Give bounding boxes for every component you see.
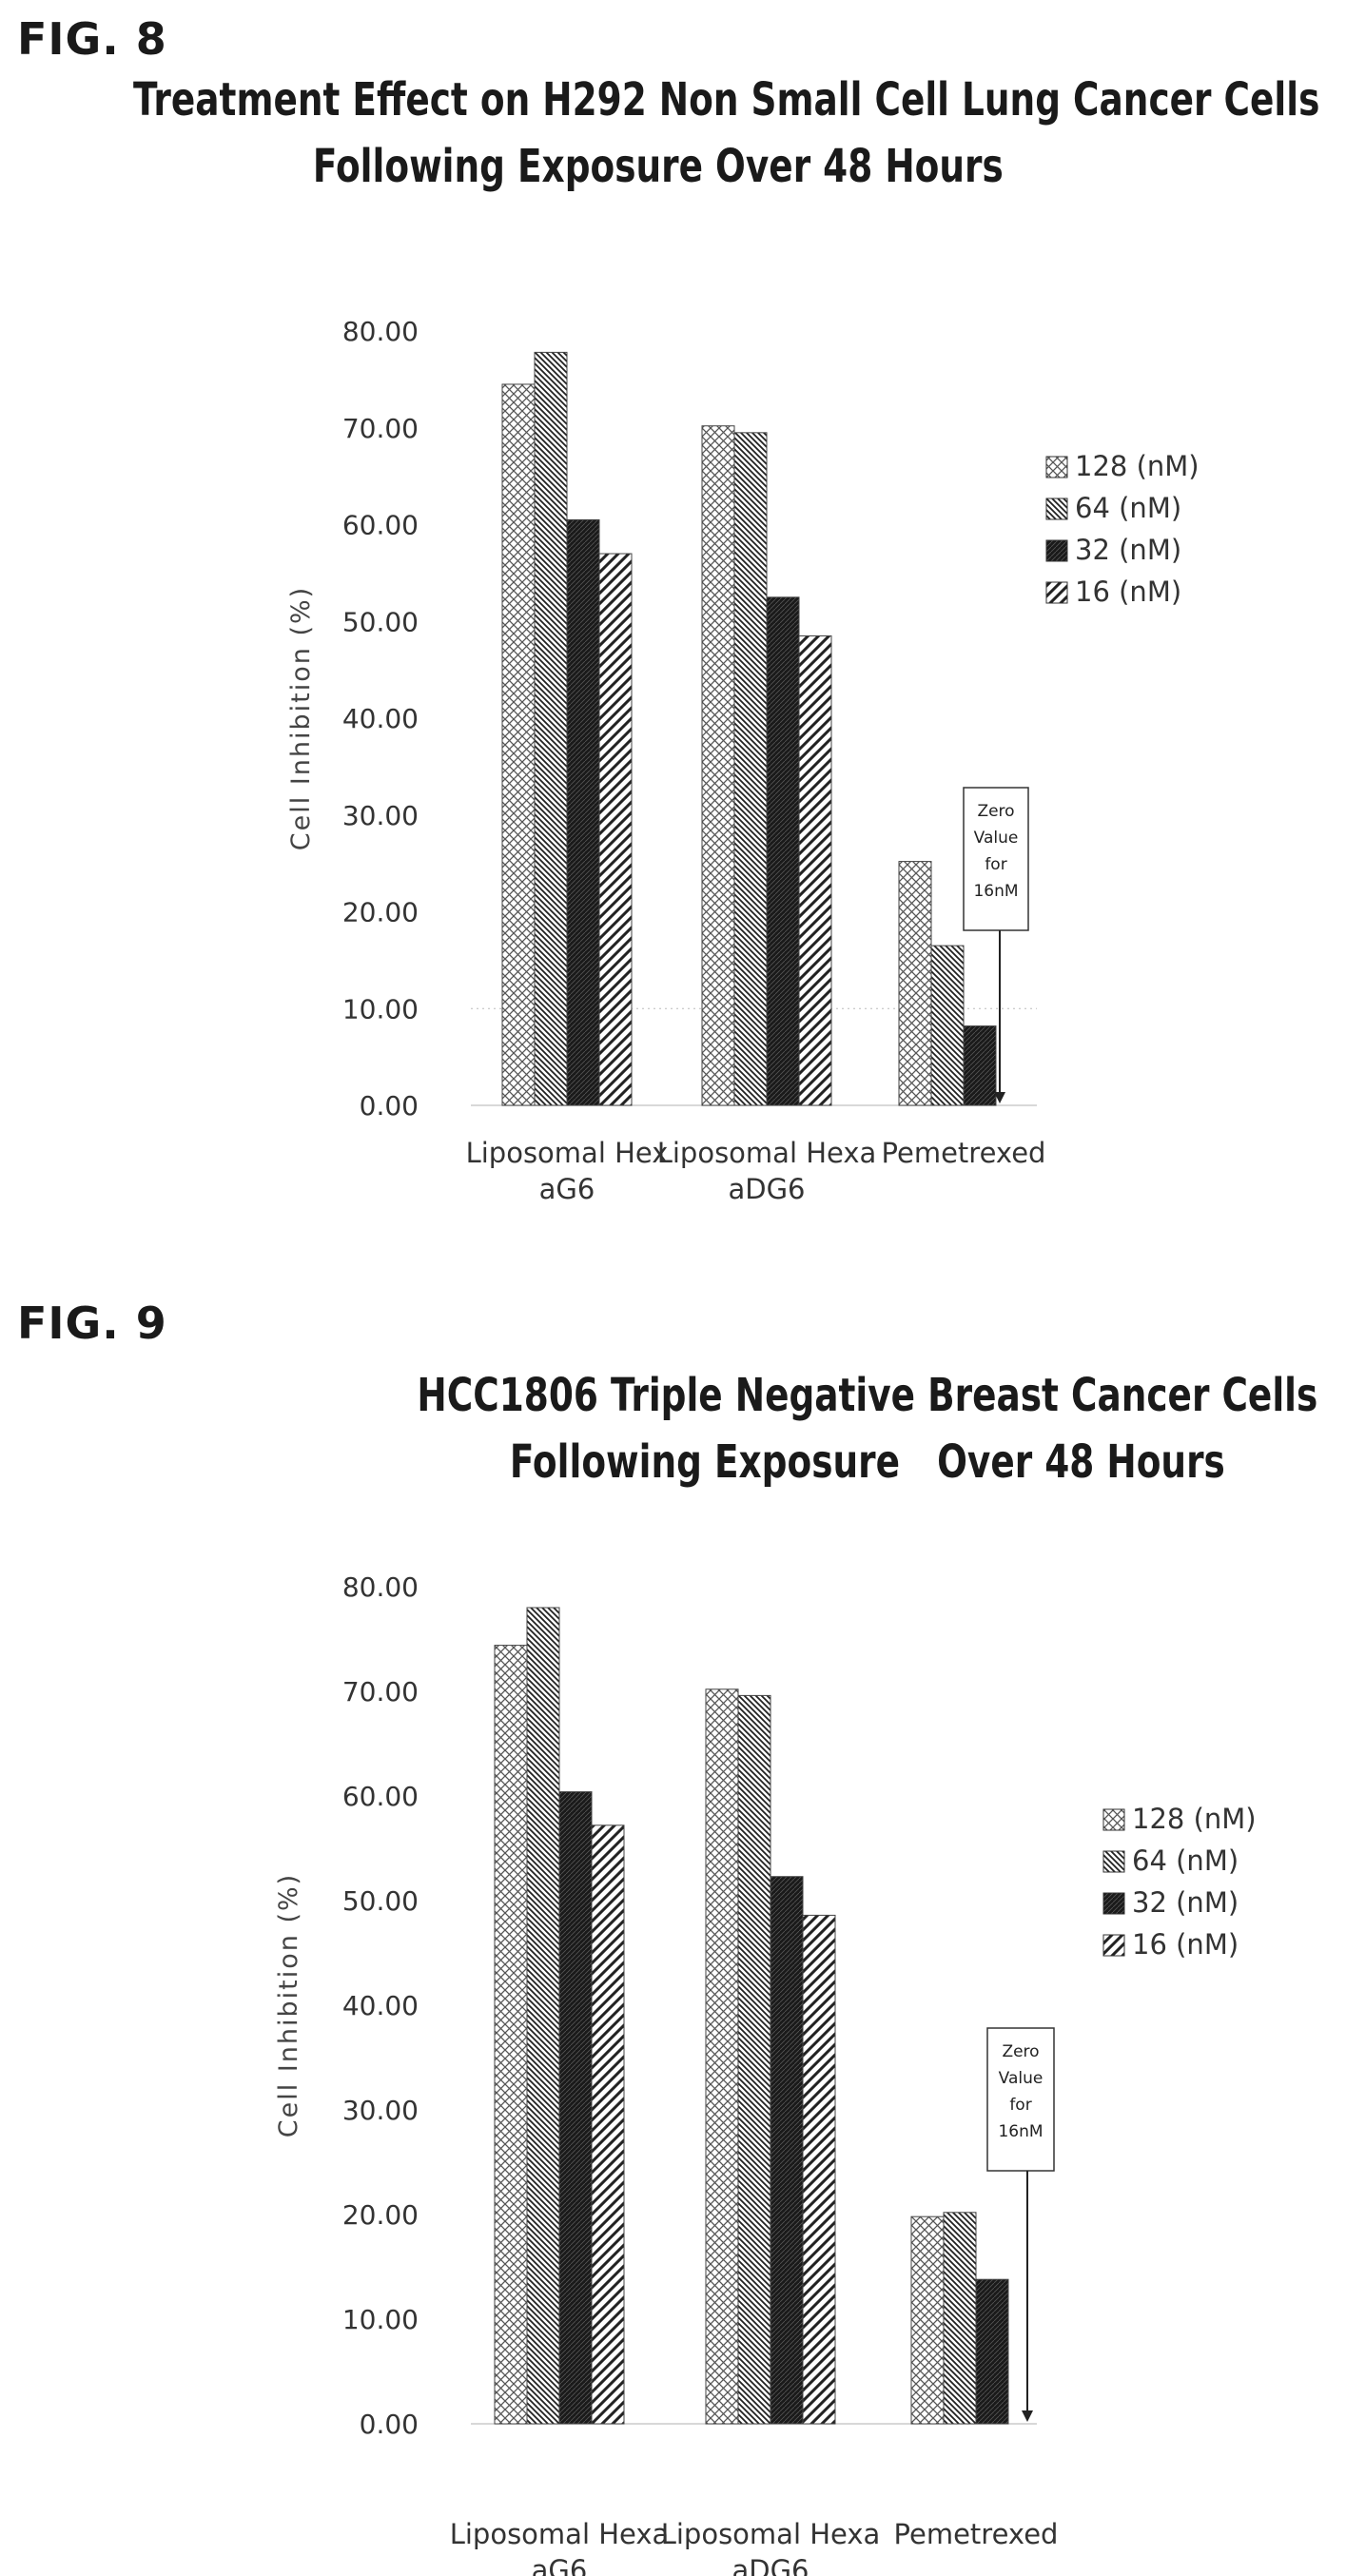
chart-title-line-2: Following Exposure Over 48 Hours <box>509 1435 1225 1489</box>
y-tick-label: 20.00 <box>342 2199 419 2231</box>
legend-swatch <box>1045 581 1068 604</box>
annotation-text: for <box>985 855 1006 874</box>
y-tick-label: 30.00 <box>342 2095 419 2126</box>
x-tick-label: aG6 <box>532 2554 588 2576</box>
legend-entry: 64 (nM) <box>1132 1844 1239 1877</box>
x-tick-label: Pemetrexed <box>882 1137 1046 1169</box>
annotation-text: Zero <box>1002 2042 1039 2061</box>
annotation-text: Value <box>999 2069 1044 2088</box>
x-tick-label: Liposomal Hexa <box>661 2518 881 2550</box>
bar <box>802 1914 836 2425</box>
x-tick-label: Pemetrexed <box>894 2518 1059 2550</box>
y-tick-label: 60.00 <box>342 510 419 541</box>
bar <box>701 425 735 1106</box>
y-tick-label: 40.00 <box>342 703 419 734</box>
chart-title-line-1: Treatment Effect on H292 Non Small Cell … <box>133 73 1320 127</box>
annotation-text: 16nM <box>998 2122 1043 2141</box>
bar <box>534 351 568 1106</box>
legend-entry: 64 (nM) <box>1075 492 1181 524</box>
legend-swatch <box>1045 498 1068 520</box>
legend-entry: 32 (nM) <box>1132 1886 1239 1919</box>
chart-title: HCC1806 Triple Negative Breast Cancer Ce… <box>342 1362 1346 1495</box>
x-tick-label: aDG6 <box>728 1173 805 1205</box>
legend-entry: 128 (nM) <box>1132 1803 1257 1835</box>
annotation-box <box>963 787 1029 931</box>
bar <box>598 553 633 1106</box>
bar <box>501 383 536 1106</box>
bar <box>930 945 965 1106</box>
chart-title-line-1: HCC1806 Triple Negative Breast Cancer Ce… <box>417 1369 1318 1422</box>
legend-entry: 16 (nM) <box>1075 576 1181 608</box>
bar <box>591 1825 625 2425</box>
y-tick-label: 40.00 <box>342 1990 419 2021</box>
bar <box>963 1025 997 1106</box>
bar <box>898 861 932 1106</box>
bar <box>494 1645 528 2425</box>
y-tick-label: 70.00 <box>342 1676 419 1708</box>
figure-label: FIG. 8 <box>17 13 167 65</box>
bar-chart-fig9: 0.00 10.00 20.00 30.00 40.00 50.00 60.00 70.00 8… <box>274 1571 1257 2576</box>
annotation-text: for <box>1009 2096 1031 2115</box>
bar <box>526 1607 560 2425</box>
y-tick-label: 0.00 <box>360 2409 419 2440</box>
y-tick-label: 50.00 <box>342 606 419 637</box>
bar <box>737 1694 771 2425</box>
y-axis-label: Cell Inhibition (%) <box>274 1873 303 2137</box>
bar <box>910 2215 945 2425</box>
annotation-text: 16nM <box>973 882 1018 901</box>
y-tick-label: 0.00 <box>360 1090 419 1122</box>
y-axis-label: Cell Inhibition (%) <box>286 586 316 850</box>
legend-swatch <box>1102 1808 1125 1831</box>
bar <box>798 635 832 1106</box>
bar-chart-fig8: 0.00 10.00 20.00 30.00 40.00 50.00 60.00 70.00 8… <box>286 316 1200 1205</box>
bar <box>943 2212 977 2425</box>
x-tick-label: Liposomal Hex <box>466 1137 669 1169</box>
annotation-arrowhead <box>1022 2410 1033 2422</box>
y-tick-label: 30.00 <box>342 800 419 831</box>
bar <box>766 596 800 1106</box>
chart-title-line-2: Following Exposure Over 48 Hours <box>312 140 1004 193</box>
figure-label: FIG. 9 <box>17 1298 167 1349</box>
bar <box>705 1688 739 2425</box>
x-tick-label: aDG6 <box>732 2554 809 2576</box>
legend-entry: 128 (nM) <box>1075 450 1200 482</box>
x-tick-label: Liposomal Hexa <box>450 2518 670 2550</box>
y-tick-label: 10.00 <box>342 2304 419 2335</box>
y-tick-label: 80.00 <box>342 1571 419 1603</box>
legend-swatch <box>1045 456 1068 478</box>
y-tick-label: 20.00 <box>342 897 419 928</box>
x-tick-label: Liposomal Hexa <box>657 1137 877 1169</box>
legend-swatch <box>1045 539 1068 562</box>
legend-swatch <box>1102 1892 1125 1915</box>
legend-swatch <box>1102 1934 1125 1957</box>
y-tick-label: 80.00 <box>342 316 419 347</box>
annotation-text: Zero <box>977 802 1014 821</box>
x-tick-label: aG6 <box>539 1173 595 1205</box>
bar <box>558 1791 593 2425</box>
bar <box>770 1876 804 2425</box>
y-tick-label: 10.00 <box>342 993 419 1025</box>
annotation-arrowhead <box>994 1092 1005 1103</box>
y-tick-label: 60.00 <box>342 1781 419 1812</box>
bar <box>733 432 768 1106</box>
y-tick-label: 50.00 <box>342 1885 419 1917</box>
bar <box>975 2278 1009 2425</box>
legend-entry: 16 (nM) <box>1132 1928 1239 1961</box>
annotation-text: Value <box>974 829 1019 848</box>
bar <box>566 518 600 1106</box>
annotation-box <box>986 2027 1055 2172</box>
y-tick-label: 70.00 <box>342 413 419 444</box>
chart-title: Treatment Effect on H292 Non Small Cell … <box>133 67 1320 200</box>
legend-swatch <box>1102 1850 1125 1873</box>
legend-entry: 32 (nM) <box>1075 534 1181 566</box>
